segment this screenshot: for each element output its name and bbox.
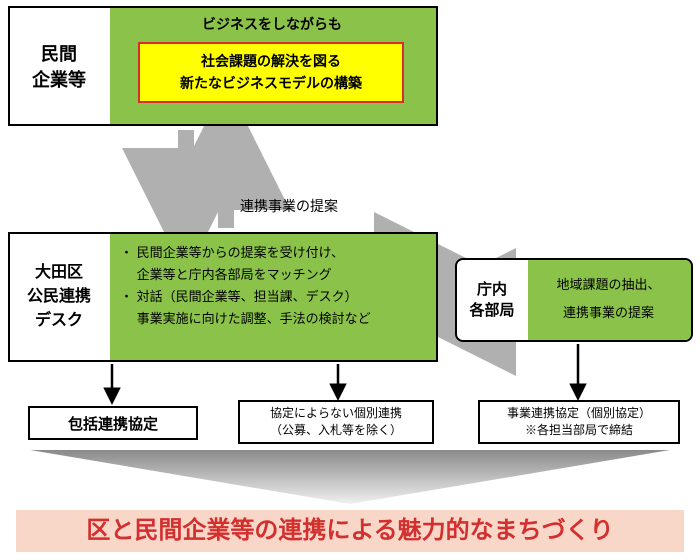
desk-bullet-4: 事業実施に向けた調整、手法の検討など [120, 308, 430, 330]
departments-line-2: 連携事業の提案 [528, 302, 689, 321]
desk-bullets: ・ 民間企業等からの提案を受け付け、 企業等と庁内各部局をマッチング ・ 対話（… [120, 242, 430, 330]
output-individual: 協定によらない個別連携 （公募、入札等を除く） [238, 400, 434, 444]
private-sector-label: 民間 企業等 [12, 6, 106, 126]
desk-bullet-2: 企業等と庁内各部局をマッチング [120, 264, 430, 286]
private-headline: ビジネスをしながらも [110, 14, 434, 34]
desk-bullet-3: ・ 対話（民間企業等、担当課、デスク） [120, 286, 430, 308]
departments-label: 庁内 各部局 [459, 258, 525, 342]
outcome-band: 区と民間企業等の連携による魅力的なまちづくり [16, 510, 684, 552]
private-highlight: 社会課題の解決を図る 新たなビジネスモデルの構築 [138, 42, 404, 103]
departments-green-panel [528, 260, 691, 340]
output-comprehensive: 包括連携協定 [28, 406, 198, 440]
proposal-label: 連携事業の提案 [240, 196, 338, 216]
output-project: 事業連携協定（個別協定） ※各担当部局で締結 [478, 400, 680, 444]
desk-bullet-1: ・ 民間企業等からの提案を受け付け、 [120, 242, 430, 264]
funnel-shape [30, 450, 670, 504]
desk-label: 大田区 公民連携 デスク [12, 232, 106, 362]
departments-line-1: 地域課題の抽出、 [528, 274, 689, 293]
